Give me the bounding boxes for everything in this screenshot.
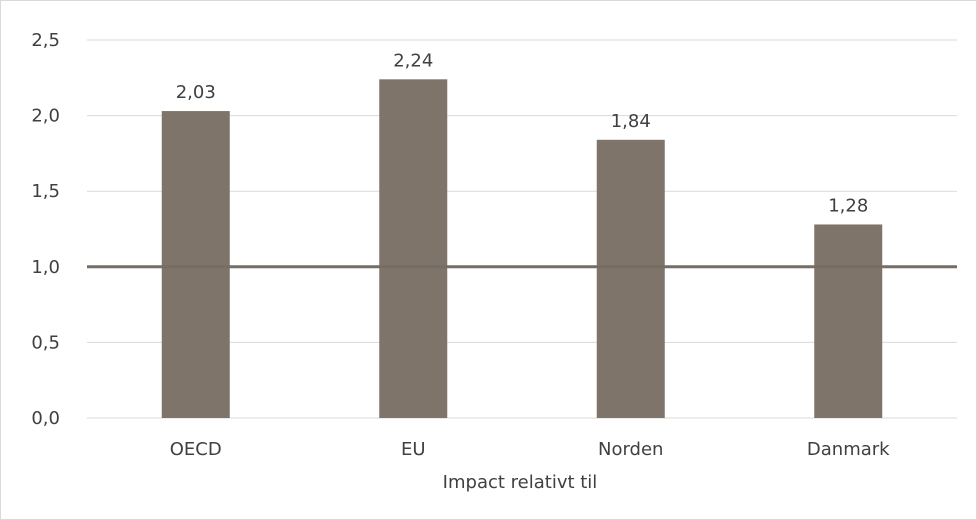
- x-category-label: Norden: [598, 439, 663, 460]
- y-tick-label: 1,5: [31, 181, 60, 202]
- bar: [379, 79, 448, 418]
- y-tick-label: 0,0: [31, 408, 60, 429]
- y-tick-label: 0,5: [31, 332, 60, 353]
- x-category-label: OECD: [170, 439, 222, 460]
- x-category-label: Danmark: [807, 439, 890, 460]
- bar: [161, 111, 230, 419]
- bar: [814, 224, 883, 418]
- data-label: 1,84: [611, 111, 651, 132]
- y-tick-label: 2,5: [31, 30, 60, 51]
- bars: [161, 79, 883, 419]
- data-label: 1,28: [828, 195, 868, 216]
- data-label: 2,24: [393, 50, 433, 71]
- x-category-label: EU: [401, 439, 426, 460]
- y-tick-label: 2,0: [31, 106, 60, 127]
- y-tick-label: 1,0: [31, 257, 60, 278]
- data-label: 2,03: [176, 82, 216, 103]
- data-labels: 2,03 2,24 1,84 1,28: [176, 50, 869, 216]
- x-axis-categories: OECD EU Norden Danmark: [170, 439, 890, 460]
- bar: [596, 139, 665, 419]
- y-axis-ticks: 0,0 0,5 1,0 1,5 2,0 2,5: [31, 30, 60, 429]
- x-axis-title: Impact relativt til: [443, 472, 598, 493]
